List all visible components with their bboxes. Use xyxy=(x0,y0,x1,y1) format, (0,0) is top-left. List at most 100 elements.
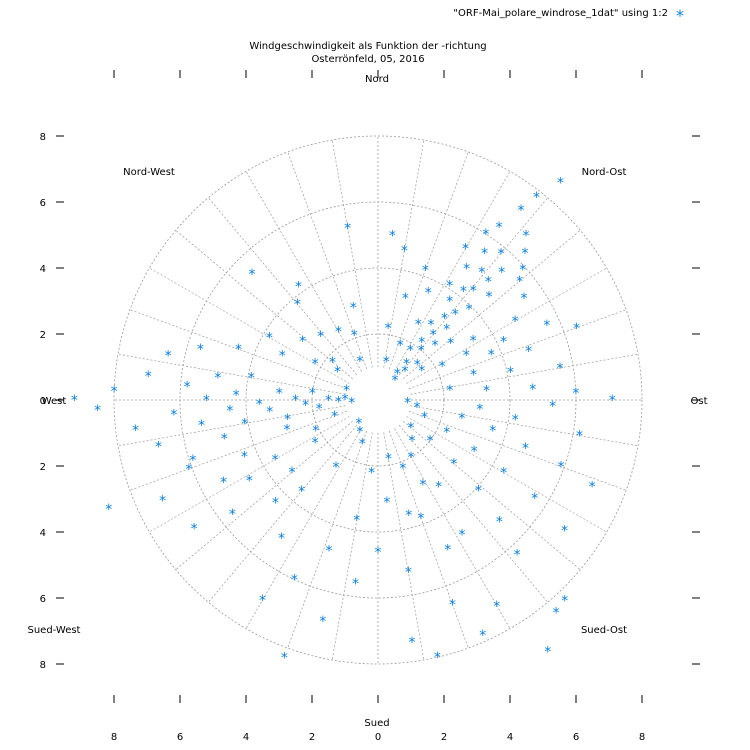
data-point: * xyxy=(402,291,409,307)
direction-label-east: Ost xyxy=(690,396,707,407)
data-point: * xyxy=(385,451,392,467)
data-point: * xyxy=(589,480,596,496)
data-point: * xyxy=(522,246,529,262)
polar-spoke xyxy=(149,416,350,533)
data-point: * xyxy=(519,263,526,279)
x-tick-label: 2 xyxy=(441,732,447,743)
data-point: * xyxy=(289,465,296,481)
data-point: * xyxy=(479,628,486,644)
data-point: * xyxy=(408,433,415,449)
polar-spoke xyxy=(117,353,346,395)
data-point: * xyxy=(111,384,118,400)
polar-spoke xyxy=(403,230,581,380)
data-point: * xyxy=(486,289,493,305)
data-point: * xyxy=(226,403,233,419)
polar-spoke xyxy=(388,151,469,370)
legend-label: "ORF-Mai_polare_windrose_1dat" using 1:2 xyxy=(453,8,668,19)
data-point: * xyxy=(356,354,363,370)
data-point: * xyxy=(407,421,414,437)
polar-spoke xyxy=(410,353,639,395)
data-point: * xyxy=(319,614,326,630)
data-point: * xyxy=(294,297,301,313)
data-point: * xyxy=(132,423,139,439)
polar-spoke xyxy=(398,425,548,603)
data-point: * xyxy=(344,221,351,237)
polar-spoke xyxy=(383,432,425,661)
polar-spoke xyxy=(175,230,353,380)
data-point: * xyxy=(471,444,478,460)
data-point: * xyxy=(170,407,177,423)
data-point: * xyxy=(291,572,298,588)
data-point: * xyxy=(419,477,426,493)
polar-spoke xyxy=(245,428,362,629)
data-point: * xyxy=(553,605,560,621)
data-point: * xyxy=(375,545,382,561)
polar-spoke xyxy=(398,197,548,375)
direction-label-north-east: Nord-Ost xyxy=(582,167,627,178)
axis-ticks: 8 6 4 2 0 2 4 6 8 8 6 4 2 0 2 4 6 8 xyxy=(40,70,700,743)
polar-ring xyxy=(179,201,577,599)
data-point: * xyxy=(165,348,172,364)
direction-label-north: Nord xyxy=(365,74,389,85)
data-point: * xyxy=(576,429,583,445)
scatter-points: ****************************************… xyxy=(71,176,616,667)
data-point: * xyxy=(281,650,288,666)
data-point: * xyxy=(452,307,459,323)
data-point: * xyxy=(520,291,527,307)
polar-spoke xyxy=(287,151,368,370)
data-point: * xyxy=(415,317,422,333)
data-point: * xyxy=(404,396,411,412)
data-point: * xyxy=(413,400,420,416)
data-point: * xyxy=(482,227,489,243)
data-point: * xyxy=(533,190,540,206)
data-point: * xyxy=(507,365,514,381)
data-point: * xyxy=(331,409,338,425)
polar-spoke xyxy=(383,139,425,368)
data-point: * xyxy=(483,384,490,400)
data-point: * xyxy=(394,366,401,382)
data-point: * xyxy=(333,460,340,476)
polar-spoke xyxy=(175,420,353,570)
data-point: * xyxy=(488,347,495,363)
x-tick-label: 2 xyxy=(309,732,315,743)
data-point: * xyxy=(522,229,529,245)
data-point: * xyxy=(529,382,536,398)
data-point: * xyxy=(470,283,477,299)
data-point: * xyxy=(248,267,255,283)
data-point: * xyxy=(405,565,412,581)
direction-label-north-west: Nord-West xyxy=(123,167,175,178)
polar-spoke xyxy=(388,430,469,649)
data-point: * xyxy=(418,335,425,351)
data-point: * xyxy=(481,246,488,262)
data-point: * xyxy=(335,324,342,340)
data-point: * xyxy=(221,431,228,447)
data-point: * xyxy=(446,278,453,294)
chart-subtitle: Osterrönfeld, 05, 2016 xyxy=(311,54,424,65)
data-point: * xyxy=(498,265,505,281)
data-point: * xyxy=(430,327,437,343)
data-point: * xyxy=(516,274,523,290)
data-point: * xyxy=(335,394,342,410)
data-point: * xyxy=(317,329,324,345)
data-point: * xyxy=(496,220,503,236)
data-point: * xyxy=(284,412,291,428)
data-point: * xyxy=(572,386,579,402)
data-point: * xyxy=(312,423,319,439)
data-point: * xyxy=(609,393,616,409)
legend: "ORF-Mai_polare_windrose_1dat" using 1:2… xyxy=(453,6,684,25)
polar-spoke xyxy=(149,267,350,384)
y-tick-label: 6 xyxy=(40,198,46,209)
y-tick-label: 2 xyxy=(40,330,46,341)
data-point: * xyxy=(256,397,263,413)
x-tick-label: 6 xyxy=(573,732,579,743)
data-point: * xyxy=(191,522,198,538)
data-point: * xyxy=(418,343,425,359)
data-point: * xyxy=(449,598,456,614)
data-point: * xyxy=(478,265,485,281)
polar-spoke xyxy=(287,430,368,649)
data-point: * xyxy=(241,416,248,432)
data-point: * xyxy=(531,491,538,507)
data-point: * xyxy=(272,452,279,468)
data-point: * xyxy=(405,508,412,524)
x-tick-label: 0 xyxy=(375,732,381,743)
